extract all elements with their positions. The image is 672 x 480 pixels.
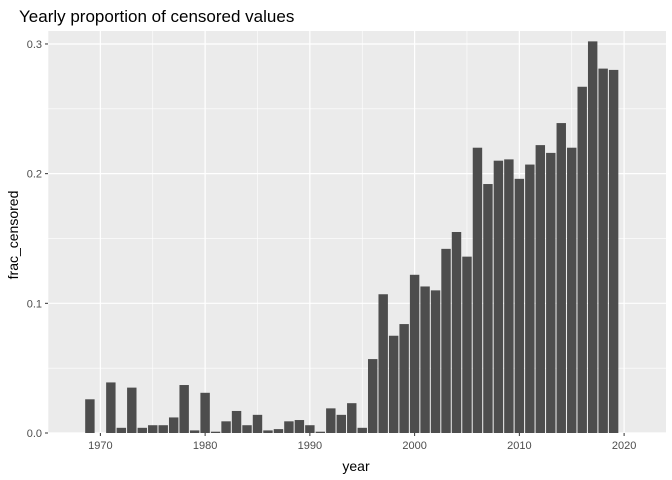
y-tick-label: 0.1: [27, 298, 42, 310]
bar-2019: [608, 69, 619, 433]
bar-2002: [430, 290, 441, 433]
x-tick-label: 2000: [402, 440, 426, 452]
bar-2008: [493, 160, 504, 433]
bar-1996: [367, 359, 378, 433]
bar-1969: [85, 399, 95, 433]
bar-1974: [137, 427, 147, 433]
x-tick-label: 1970: [88, 440, 112, 452]
bar-2009: [504, 159, 514, 433]
bar-2013: [546, 152, 556, 433]
y-tick-label: 0.3: [27, 39, 42, 51]
bar-1991: [315, 431, 326, 433]
bar-2004: [451, 232, 462, 433]
bar-1986: [263, 430, 273, 433]
bar-2016: [577, 86, 587, 433]
bar-1976: [158, 425, 168, 433]
bar-1973: [127, 387, 137, 433]
bar-1978: [179, 385, 189, 433]
bar-2010: [514, 178, 525, 433]
bar-1992: [326, 408, 336, 433]
y-tick-label: 0.0: [27, 428, 42, 440]
bar-2014: [556, 123, 566, 433]
x-tick-label: 2020: [612, 440, 636, 452]
bar-1985: [252, 414, 263, 433]
bar-1995: [357, 427, 367, 433]
x-axis-title: year: [342, 458, 370, 474]
bar-1971: [106, 382, 116, 433]
bar-1980: [200, 392, 210, 433]
bar-2012: [535, 145, 546, 433]
bar-1975: [148, 425, 158, 433]
bar-2007: [483, 184, 493, 433]
bar-1993: [336, 414, 347, 433]
y-axis-title: frac_censored: [5, 191, 21, 280]
bar-1997: [378, 294, 388, 433]
bar-1988: [284, 421, 294, 433]
bar-1998: [388, 335, 399, 433]
bar-1977: [168, 417, 179, 433]
y-axis: 0.0 0.1 0.2 0.3: [27, 39, 48, 440]
bar-2001: [420, 286, 430, 433]
bar-1989: [294, 420, 305, 433]
x-tick-label: 2010: [507, 440, 531, 452]
bar-2003: [441, 248, 451, 433]
bar-1984: [242, 425, 252, 433]
y-tick-label: 0.2: [27, 169, 42, 181]
bar-2017: [587, 41, 598, 433]
bar-2018: [598, 68, 608, 434]
bars: [85, 41, 619, 434]
bar-1972: [116, 427, 127, 433]
chart-title: Yearly proportion of censored values: [19, 7, 294, 26]
bar-1999: [399, 324, 409, 433]
x-tick-label: 1980: [193, 440, 217, 452]
bar-2011: [525, 164, 535, 433]
x-axis: 1970 1980 1990 2000 2010 2020: [88, 433, 636, 452]
bar-1987: [273, 429, 284, 433]
x-tick-label: 1990: [298, 440, 322, 452]
grid-minor: [47, 31, 666, 433]
bar-2000: [409, 274, 420, 433]
bar-1994: [347, 403, 357, 433]
bar-1983: [231, 410, 242, 433]
bar-1982: [221, 421, 231, 433]
bar-2005: [462, 256, 472, 433]
bar-1979: [189, 430, 200, 433]
bar-1990: [305, 425, 315, 433]
bar-2006: [472, 147, 483, 434]
bar-1981: [210, 431, 221, 433]
bar-2015: [567, 147, 577, 434]
